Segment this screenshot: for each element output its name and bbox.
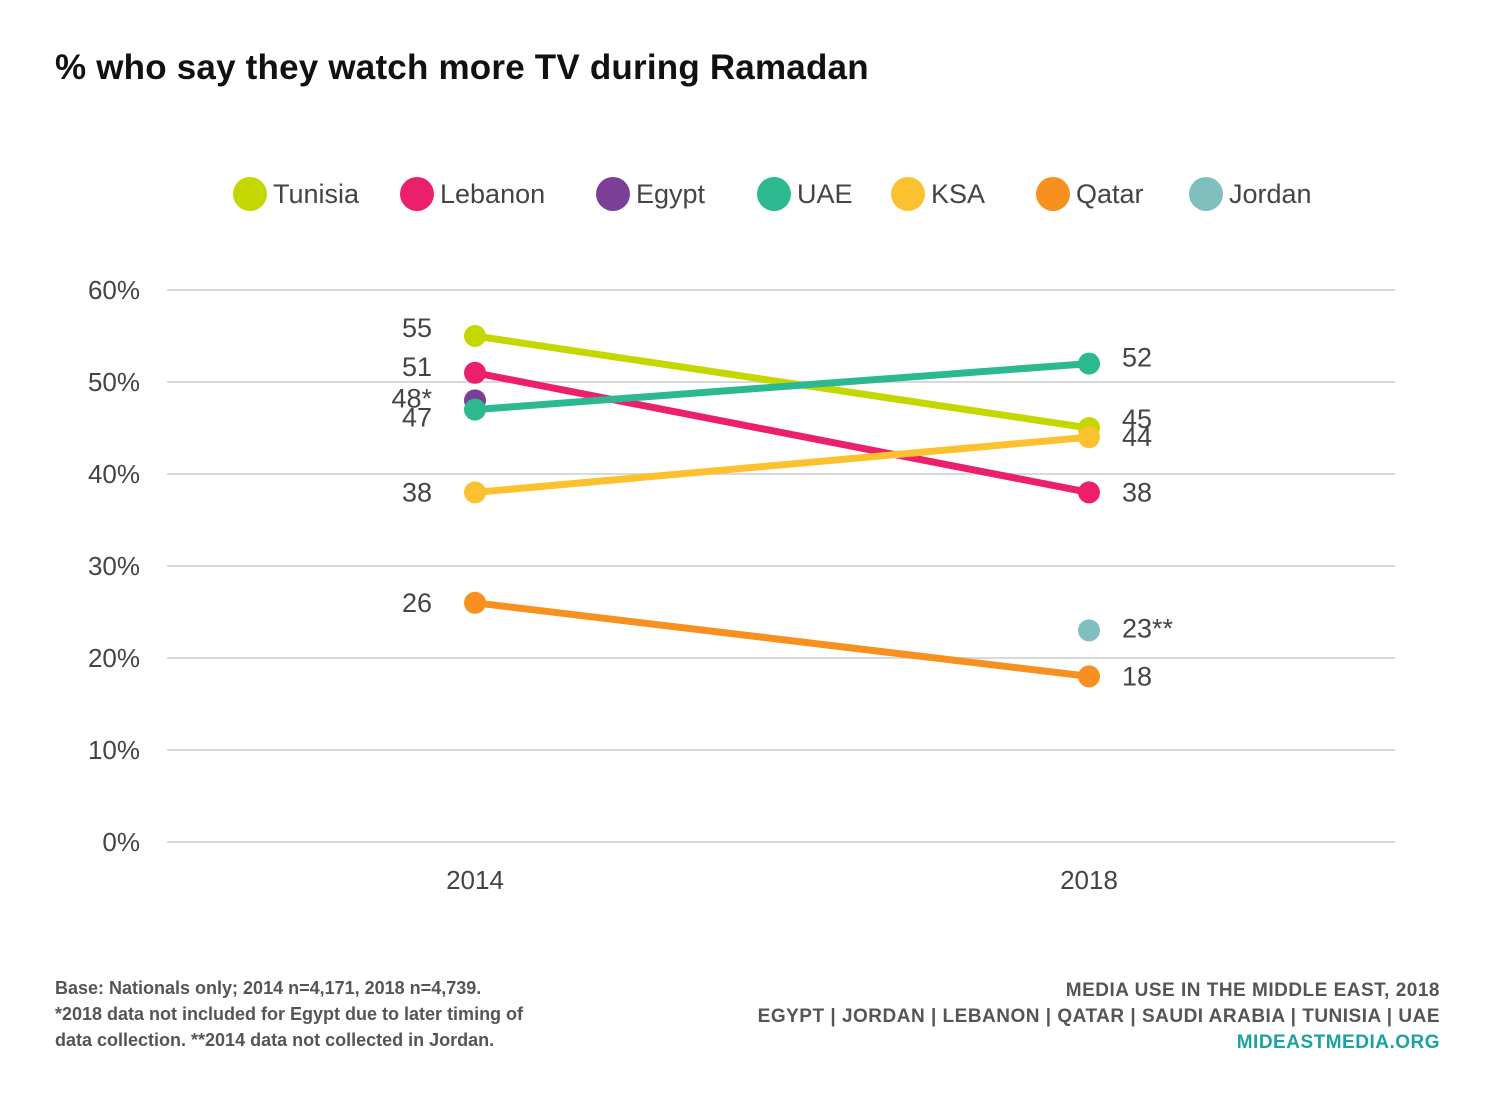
data-label-tunisia: 55 — [402, 313, 432, 343]
series-lines — [471, 332, 1093, 680]
data-label-egypt: 48* — [391, 383, 432, 413]
footnotes: Base: Nationals only; 2014 n=4,171, 2018… — [55, 975, 655, 1053]
data-label-lebanon: 51 — [402, 352, 432, 382]
source-title: MEDIA USE IN THE MIDDLE EAST, 2018 — [1065, 980, 1440, 1001]
x-tick-label: 2018 — [1060, 865, 1118, 895]
source-website-link[interactable]: MIDEASTMEDIA.ORG — [1236, 1032, 1440, 1053]
legend-swatch — [891, 177, 925, 211]
legend-label: UAE — [797, 179, 853, 209]
series-line-ksa — [471, 433, 1093, 496]
legend-label: KSA — [931, 179, 985, 209]
gridlines — [167, 289, 1395, 843]
series-points — [464, 325, 1100, 688]
data-point-qatar — [464, 591, 486, 614]
data-label-ksa: 44 — [1122, 422, 1152, 452]
y-tick-label: 0% — [102, 827, 140, 857]
y-axis-labels: 0% 10% 20% 30% 40% 50% 60% — [88, 275, 140, 857]
legend-label: Qatar — [1076, 179, 1144, 209]
source-block: MEDIA USE IN THE MIDDLE EAST, 2018 EGYPT… — [758, 978, 1440, 1056]
legend-item-uae: UAE — [757, 177, 853, 211]
line-chart: Tunisia Lebanon Egypt UAE KSA Qatar Jordan 0% 1… — [88, 177, 1395, 895]
legend-swatch — [596, 177, 630, 211]
legend-item-ksa: KSA — [891, 177, 985, 211]
series-line-uae — [471, 360, 1093, 414]
y-tick-label: 20% — [88, 643, 140, 673]
x-axis-labels: 2014 2018 — [446, 865, 1118, 895]
legend-item-jordan: Jordan — [1189, 177, 1312, 211]
legend-swatch — [233, 177, 267, 211]
data-label-uae: 47 — [402, 403, 432, 433]
data-point-jordan — [1078, 619, 1100, 642]
data-point-lebanon — [464, 361, 486, 384]
y-tick-label: 30% — [88, 551, 140, 581]
legend-swatch — [757, 177, 791, 211]
legend-item-egypt: Egypt — [596, 177, 706, 211]
data-point-tunisia — [464, 325, 486, 347]
legend-swatch — [1189, 177, 1223, 211]
data-label-ksa: 38 — [402, 477, 432, 507]
data-point-ksa — [464, 481, 486, 504]
data-point-lebanon — [1078, 481, 1100, 504]
data-point-ksa — [1078, 426, 1100, 449]
data-label-tunisia: 45 — [1122, 404, 1152, 434]
series-line-tunisia — [471, 332, 1093, 432]
legend-swatch — [400, 177, 434, 211]
data-labels: 55 45 51 38 48*47 52 38 44 26 18 23** — [391, 313, 1173, 691]
legend-item-lebanon: Lebanon — [400, 177, 545, 211]
data-point-qatar — [1078, 665, 1100, 688]
legend-swatch — [1036, 177, 1070, 211]
legend-item-qatar: Qatar — [1036, 177, 1144, 211]
x-tick-label: 2014 — [446, 865, 504, 895]
data-label-jordan: 23** — [1122, 613, 1174, 643]
y-tick-label: 50% — [88, 367, 140, 397]
data-point-uae — [464, 398, 486, 421]
legend-label: Jordan — [1229, 179, 1312, 209]
legend-label: Egypt — [636, 179, 706, 209]
data-point-uae — [1078, 352, 1100, 375]
legend-label: Lebanon — [440, 179, 545, 209]
source-countries: EGYPT | JORDAN | LEBANON | QATAR | SAUDI… — [757, 1006, 1440, 1027]
data-label-qatar: 26 — [402, 588, 432, 618]
y-tick-label: 60% — [88, 275, 140, 305]
egypt-note: *2018 data not included for Egypt due to… — [55, 1004, 524, 1024]
data-label-uae: 52 — [1122, 343, 1152, 373]
y-tick-label: 40% — [88, 459, 140, 489]
legend-label: Tunisia — [273, 179, 360, 209]
jordan-note: data collection. **2014 data not collect… — [55, 1030, 495, 1050]
data-label-qatar: 18 — [1122, 661, 1152, 691]
legend-item-tunisia: Tunisia — [233, 177, 360, 211]
legend: Tunisia Lebanon Egypt UAE KSA Qatar Jordan — [233, 177, 1312, 211]
data-label-lebanon: 38 — [1122, 477, 1152, 507]
chart-title: % who say they watch more TV during Rama… — [55, 48, 869, 87]
series-line-qatar — [471, 599, 1093, 680]
series-line-lebanon — [471, 369, 1093, 496]
y-tick-label: 10% — [88, 735, 140, 765]
base-note: Base: Nationals only; 2014 n=4,171, 2018… — [55, 978, 482, 998]
